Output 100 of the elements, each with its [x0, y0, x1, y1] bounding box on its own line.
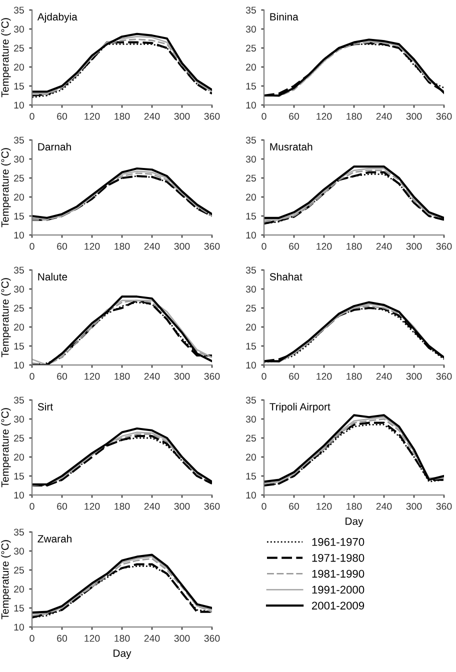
x-tick-label: 0	[262, 372, 266, 380]
x-tick-label: 120	[84, 502, 100, 510]
x-tick-label: 300	[174, 502, 190, 510]
x-tick-label: 180	[114, 372, 130, 380]
y-tick-label: 25	[14, 566, 24, 574]
x-tick-label: 120	[316, 372, 332, 380]
y-tick-label: 30	[14, 286, 24, 293]
y-tick-label: 30	[14, 416, 24, 423]
y-tick-label: 20	[14, 64, 24, 71]
y-tick-label: 35	[14, 6, 24, 14]
x-tick-label: 300	[174, 112, 190, 120]
y-tick-label: 25	[14, 434, 24, 442]
y-axis-title: Temperature (°C)	[1, 408, 11, 488]
y-tick-label: 35	[14, 396, 24, 404]
x-tick-label: 180	[346, 112, 362, 120]
x-tick-label: 180	[346, 242, 362, 250]
y-tick-label: 15	[14, 604, 24, 612]
y-tick-label: 30	[246, 416, 256, 423]
x-tick-label: 360	[204, 372, 220, 380]
x-tick-label: 60	[289, 372, 300, 380]
x-tick-label: 120	[84, 634, 100, 642]
y-tick-label: 25	[14, 304, 24, 312]
x-tick-label: 60	[57, 372, 68, 380]
y-tick-label: 10	[14, 102, 24, 109]
y-tick-label: 35	[246, 396, 256, 404]
x-tick-label: 120	[84, 372, 100, 380]
x-tick-label: 0	[30, 242, 34, 250]
y-tick-label: 30	[246, 286, 256, 293]
x-tick-label: 0	[262, 502, 266, 510]
y-tick-label: 30	[14, 548, 24, 555]
x-tick-label: 360	[204, 242, 220, 250]
chart-title: Zwarah	[38, 534, 72, 542]
y-axis-title: Temperature (°C)	[1, 278, 11, 358]
y-tick-label: 20	[14, 454, 24, 461]
x-axis-title: Day	[114, 650, 132, 659]
y-axis-title: Temperature (°C)	[1, 540, 11, 620]
x-tick-label: 0	[30, 634, 34, 642]
y-tick-label: 20	[246, 194, 256, 201]
x-tick-label: 240	[376, 372, 392, 380]
y-tick-label: 15	[14, 472, 24, 480]
chart-title: Shahat	[270, 272, 302, 280]
y-tick-label: 35	[14, 136, 24, 144]
x-tick-label: 240	[376, 242, 392, 250]
x-tick-label: 360	[436, 372, 452, 380]
y-tick-label: 15	[246, 472, 256, 480]
y-tick-label: 20	[14, 194, 24, 201]
y-tick-label: 10	[246, 492, 256, 499]
y-tick-label: 15	[14, 212, 24, 220]
x-tick-label: 240	[144, 112, 160, 120]
y-tick-label: 35	[246, 136, 256, 144]
x-tick-label: 300	[406, 242, 422, 250]
y-tick-label: 35	[14, 528, 24, 536]
x-tick-label: 60	[289, 502, 300, 510]
y-tick-label: 25	[246, 304, 256, 312]
x-tick-label: 300	[174, 242, 190, 250]
x-tick-label: 60	[57, 634, 68, 642]
chart-title: Binina	[270, 12, 298, 20]
x-tick-label: 360	[436, 242, 452, 250]
x-tick-label: 180	[346, 502, 362, 510]
x-tick-label: 180	[114, 634, 130, 642]
x-tick-label: 0	[262, 242, 266, 250]
y-tick-label: 20	[246, 454, 256, 461]
y-tick-label: 20	[14, 586, 24, 593]
x-tick-label: 240	[144, 242, 160, 250]
y-tick-label: 30	[246, 156, 256, 163]
y-tick-label: 15	[246, 212, 256, 220]
y-tick-label: 10	[246, 102, 256, 109]
x-tick-label: 360	[436, 112, 452, 120]
legend-label: 2001-2009	[312, 602, 364, 610]
x-tick-label: 120	[316, 242, 332, 250]
x-tick-label: 120	[316, 112, 332, 120]
x-tick-label: 180	[114, 502, 130, 510]
x-tick-label: 0	[30, 502, 34, 510]
x-tick-label: 360	[204, 112, 220, 120]
y-tick-label: 15	[246, 342, 256, 350]
x-tick-label: 120	[316, 502, 332, 510]
x-tick-label: 360	[204, 502, 220, 510]
x-tick-label: 240	[144, 372, 160, 380]
x-tick-label: 0	[262, 112, 266, 120]
x-tick-label: 240	[144, 634, 160, 642]
y-tick-label: 10	[246, 232, 256, 239]
x-tick-label: 60	[57, 502, 68, 510]
y-axis-title: Temperature (°C)	[1, 148, 11, 228]
y-tick-label: 10	[14, 492, 24, 499]
x-tick-label: 240	[376, 112, 392, 120]
y-tick-label: 35	[246, 6, 256, 14]
chart-title: Ajdabyia	[37, 12, 78, 23]
y-tick-label: 20	[246, 324, 256, 331]
x-tick-label: 60	[289, 112, 300, 120]
y-tick-label: 35	[14, 266, 24, 274]
x-tick-label: 180	[114, 112, 130, 120]
legend-label: 1981-1990	[312, 570, 364, 578]
x-tick-label: 300	[174, 372, 190, 380]
x-tick-label: 360	[204, 634, 220, 642]
x-tick-label: 0	[30, 372, 34, 380]
chart-title: Darnah	[38, 142, 71, 150]
x-tick-label: 240	[144, 502, 160, 510]
y-axis-title: Temperature (°C)	[1, 18, 11, 98]
y-tick-label: 30	[14, 26, 24, 33]
chart-title: Tripoli Airport	[270, 402, 330, 413]
